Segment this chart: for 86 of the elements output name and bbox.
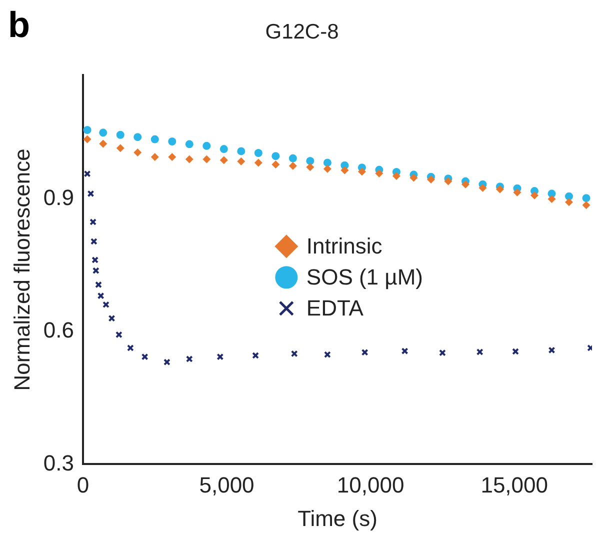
point [401, 348, 408, 355]
point [83, 135, 92, 144]
x-axis-title: Time (s) [298, 506, 378, 531]
point [254, 158, 262, 167]
point [115, 331, 122, 338]
point [108, 314, 116, 322]
point [564, 198, 573, 206]
point [288, 154, 297, 162]
point [92, 267, 100, 274]
point [375, 169, 384, 178]
point [254, 149, 262, 157]
point [582, 194, 590, 202]
text: b [8, 4, 30, 46]
point [410, 174, 418, 182]
point [582, 201, 590, 210]
point [116, 144, 124, 152]
point [237, 147, 246, 156]
point [141, 353, 148, 360]
point [99, 140, 108, 148]
x-tick-label: 10,000 [336, 472, 404, 498]
legend-label: SOS (1 µM) [306, 264, 423, 290]
point [220, 156, 228, 164]
point [220, 145, 228, 154]
point [272, 160, 280, 168]
point [216, 353, 224, 360]
point [134, 148, 142, 157]
legend-label: Intrinsic [306, 233, 382, 258]
point [126, 344, 134, 352]
point [358, 168, 366, 176]
point [150, 152, 159, 161]
point [83, 126, 92, 134]
point [186, 356, 193, 362]
point [84, 170, 91, 178]
chart-title: G12C-8 [265, 20, 339, 44]
point [202, 155, 211, 164]
x-tick-label: 15,000 [480, 472, 548, 498]
point [102, 301, 110, 308]
point [476, 348, 484, 356]
point [438, 349, 446, 356]
point [202, 142, 211, 150]
point [272, 152, 280, 160]
point [90, 218, 97, 226]
point [99, 128, 108, 137]
point [361, 348, 368, 356]
point [478, 184, 487, 192]
point [87, 190, 94, 198]
point [116, 130, 124, 139]
y-tick-label: 0.6 [43, 318, 74, 343]
point [392, 172, 400, 180]
point [168, 152, 176, 161]
point [185, 140, 194, 148]
point [513, 188, 522, 196]
y-tick-label: 0.3 [43, 450, 74, 476]
point [252, 352, 260, 359]
point [150, 135, 159, 144]
point [288, 162, 297, 170]
point [444, 177, 452, 186]
x-tick-label: 0 [76, 472, 90, 498]
point [461, 180, 470, 188]
point [548, 194, 556, 203]
point [306, 156, 314, 165]
point [290, 350, 298, 358]
point [97, 292, 104, 300]
point [530, 191, 538, 200]
point [185, 155, 194, 164]
point [163, 358, 170, 366]
x-tick-label: 5,000 [199, 472, 254, 498]
point [134, 133, 142, 142]
point [324, 351, 331, 358]
point [426, 176, 435, 184]
point [92, 256, 99, 264]
point [90, 238, 98, 245]
point [512, 348, 519, 355]
point [168, 138, 176, 146]
y-tick-label: 0.9 [43, 185, 74, 210]
point [548, 346, 556, 354]
point [496, 185, 504, 194]
point [95, 281, 102, 288]
point [323, 158, 332, 167]
y-axis-title: Normalized fluorescence [9, 148, 34, 391]
point [237, 157, 246, 166]
point [323, 164, 332, 173]
point [340, 166, 349, 174]
point [306, 163, 314, 172]
point [564, 192, 573, 200]
legend-label: EDTA [306, 295, 364, 320]
